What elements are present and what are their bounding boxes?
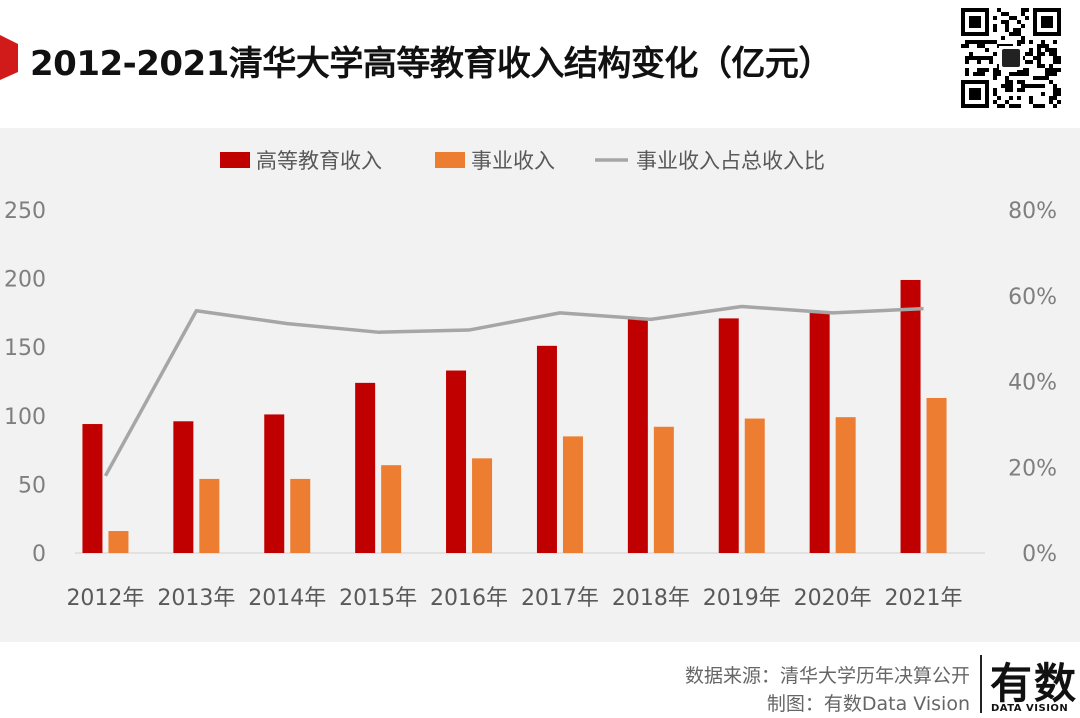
x-tick-label: 2015年 (339, 586, 417, 611)
x-axis: 2012年 2013年 2014年 2015年 2016年 2017年 2018年 2019年… (66, 586, 962, 611)
legend-label: 事业收入 (471, 149, 555, 173)
chart-legend: 高等教育收入 事业收入 事业收入占总收入比 (220, 149, 825, 173)
bar-business-income (199, 478, 220, 553)
legend-label: 高等教育收入 (256, 149, 382, 173)
x-tick-label: 2016年 (430, 586, 508, 611)
brand-logo: 有数 (990, 659, 1079, 708)
line-ratio-series (103, 304, 924, 477)
bar-higher-edu-income (809, 311, 830, 553)
bar-business-income (472, 458, 493, 553)
bar-business-income (381, 465, 402, 553)
brand-divider (980, 655, 982, 713)
y-right-tick-label: 40% (1008, 371, 1057, 396)
y-left-tick-label: 0 (32, 542, 46, 567)
x-tick-label: 2017年 (521, 586, 599, 611)
bar-higher-edu-income (82, 424, 103, 553)
bar-higher-edu-income (627, 318, 648, 553)
y-right-tick-label: 20% (1008, 456, 1057, 481)
qr-code-icon (961, 8, 1061, 108)
x-tick-label: 2014年 (248, 586, 326, 611)
bars (82, 279, 947, 553)
bar-higher-edu-income (536, 345, 557, 553)
bar-higher-edu-income (173, 421, 194, 553)
bar-business-income (562, 436, 583, 553)
bar-business-income (926, 397, 947, 553)
bar-higher-edu-income (900, 279, 921, 553)
y-left-tick-label: 250 (4, 199, 46, 224)
bar-higher-edu-income (355, 382, 376, 553)
y-left-tick-label: 200 (4, 268, 46, 293)
brand-subtitle: DATA VISION (991, 703, 1069, 714)
y-left-tick-label: 100 (4, 405, 46, 430)
bar-business-income (108, 531, 129, 553)
x-tick-label: 2013年 (157, 586, 235, 611)
chart-title: 2012-2021清华大学高等教育收入结构变化（亿元） (30, 44, 832, 84)
bar-business-income (653, 426, 674, 553)
y-left-tick-label: 150 (4, 336, 46, 361)
y-axis-right: 0% 20% 40% 60% 80% (1008, 199, 1057, 567)
legend-label: 事业收入占总收入比 (636, 149, 825, 173)
bar-business-income (835, 417, 856, 553)
title-accent-marker (0, 35, 18, 80)
y-axis-left: 0 50 100 150 200 250 (4, 199, 46, 567)
bar-business-income (290, 478, 311, 553)
y-right-tick-label: 80% (1008, 199, 1057, 224)
y-right-tick-label: 60% (1008, 285, 1057, 310)
bar-higher-edu-income (446, 370, 467, 553)
x-tick-label: 2020年 (794, 586, 872, 611)
y-right-tick-label: 0% (1022, 542, 1057, 567)
x-tick-label: 2021年 (885, 586, 963, 611)
bar-business-income (744, 418, 765, 553)
x-tick-label: 2018年 (612, 586, 690, 611)
x-tick-label: 2019年 (703, 586, 781, 611)
credit-note: 制图：有数Data Vision (766, 693, 970, 715)
y-left-tick-label: 50 (18, 473, 46, 498)
source-note: 数据来源：清华大学历年决算公开 (684, 665, 970, 687)
legend-swatch (220, 152, 250, 168)
x-tick-label: 2012年 (66, 586, 144, 611)
ratio-line (103, 304, 924, 477)
bar-higher-edu-income (264, 414, 285, 553)
legend-swatch (435, 152, 465, 168)
chart: 高等教育收入 事业收入 事业收入占总收入比 0 50 100 150 200 250 0% 20… (4, 149, 1057, 611)
bar-higher-edu-income (718, 318, 739, 553)
